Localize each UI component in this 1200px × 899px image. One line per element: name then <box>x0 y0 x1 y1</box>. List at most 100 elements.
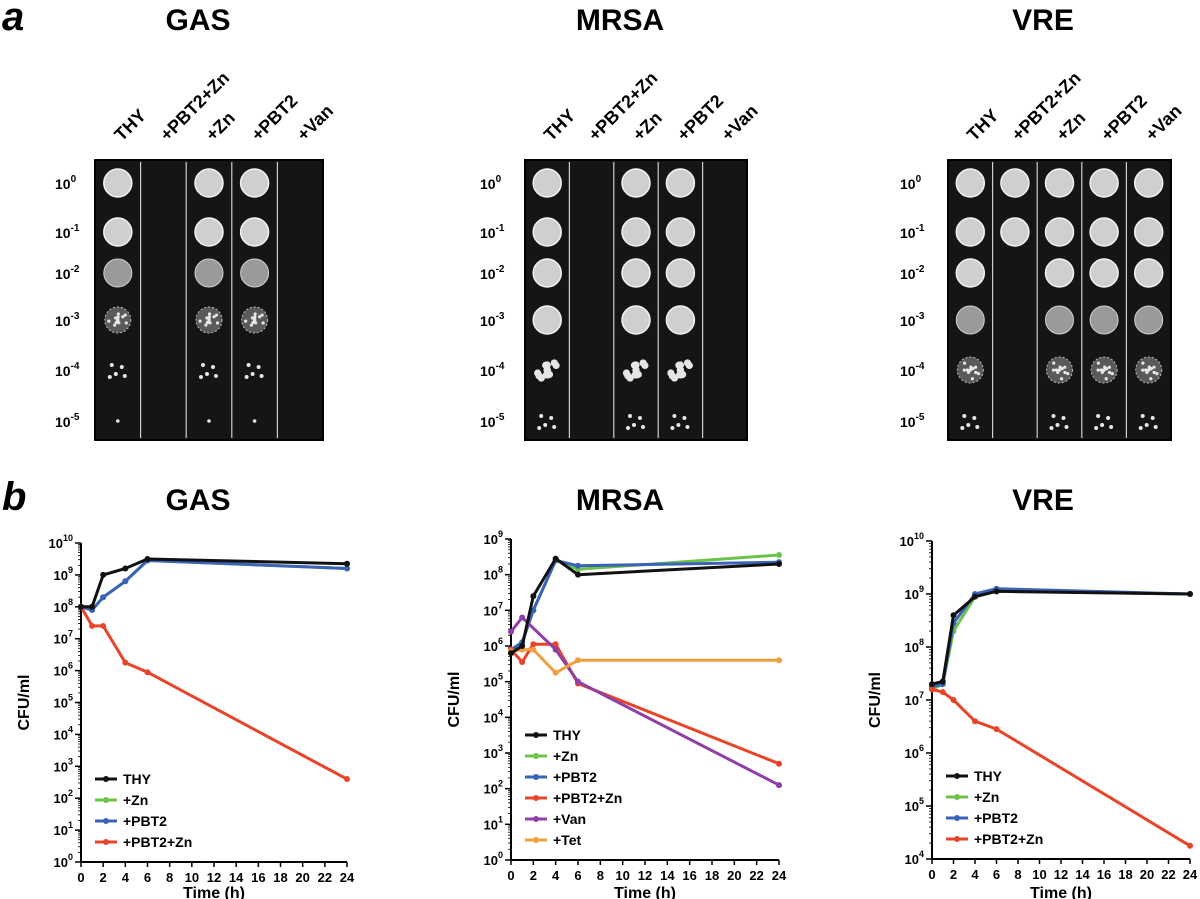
y-tick-label-base: 10 <box>900 534 914 549</box>
column-label: +PBT2 <box>673 91 727 145</box>
dilution-label: 100 <box>55 174 77 192</box>
colony-dot <box>543 423 548 427</box>
legend-label: +Zn <box>974 789 999 805</box>
legend-label: +Zn <box>123 792 148 808</box>
legend-marker <box>954 794 960 800</box>
y-tick-label: 109 <box>484 529 503 547</box>
dilution-label-exp: -2 <box>916 264 925 275</box>
data-point <box>993 588 1000 595</box>
y-tick-label-base: 10 <box>905 799 919 814</box>
data-point <box>552 555 559 562</box>
dilution-label-exp: -1 <box>71 223 80 234</box>
colony-spot <box>194 217 224 247</box>
colony-dot <box>1051 368 1056 372</box>
colony-dot <box>244 319 248 323</box>
y-tick-label-exp: 10 <box>914 531 924 541</box>
colony-dot <box>1152 370 1156 375</box>
colony-dot <box>114 316 118 320</box>
colony-spot <box>194 168 224 198</box>
y-tick-label: 103 <box>484 743 503 761</box>
legend-marker <box>533 837 539 843</box>
colony-dot <box>1140 414 1145 418</box>
dilution-label: 10-2 <box>480 264 505 282</box>
legend-label: +PBT2+Zn <box>123 834 192 850</box>
dilution-label: 10-2 <box>55 264 80 282</box>
colony-dot <box>205 320 209 325</box>
data-point <box>89 622 96 629</box>
colony-dot <box>258 315 262 319</box>
series-thy <box>508 555 782 657</box>
y-tick-label-base: 10 <box>484 710 498 725</box>
legend-label: THY <box>553 727 582 743</box>
dilution-label-base: 10 <box>900 176 916 192</box>
colony-dot <box>116 318 120 322</box>
colony-dot <box>1153 425 1158 429</box>
y-tick-label-exp: 6 <box>68 661 73 671</box>
data-point <box>519 643 526 649</box>
colony-dot <box>260 313 264 317</box>
y-tick-label: 107 <box>905 690 924 708</box>
legend-marker <box>533 795 539 801</box>
legend-label: +PBT2 <box>974 810 1018 826</box>
legend-label: +PBT2 <box>553 769 597 785</box>
y-tick-label-base: 10 <box>54 632 68 647</box>
data-point <box>776 552 782 559</box>
y-tick-label-base: 10 <box>54 664 68 679</box>
y-tick-label-base: 10 <box>49 536 63 551</box>
x-axis-label: Time (h) <box>1030 885 1092 899</box>
colony-dot <box>537 426 542 430</box>
y-tick-label-base: 10 <box>905 693 919 708</box>
x-tick-label: 24 <box>772 868 787 883</box>
y-tick-label-base: 10 <box>54 696 68 711</box>
colony-spot <box>239 168 270 198</box>
data-point <box>552 646 559 653</box>
column-label: +Zn <box>202 108 239 145</box>
y-tick-label: 101 <box>54 820 73 838</box>
colony-dot <box>962 361 967 365</box>
data-point <box>344 565 350 572</box>
colony-dot <box>251 320 255 325</box>
data-point <box>950 612 957 619</box>
y-tick-label: 109 <box>905 584 924 602</box>
colony-spot <box>1000 217 1030 247</box>
colony-dot <box>1141 361 1145 365</box>
data-point <box>144 555 151 562</box>
column-label: THY <box>540 105 580 145</box>
y-axis-label: CFU/ml <box>867 672 884 728</box>
y-tick-label: 107 <box>484 600 503 618</box>
data-point <box>552 641 559 648</box>
colony-dot <box>670 426 675 430</box>
data-point <box>519 659 526 666</box>
data-point <box>776 560 782 567</box>
colony-dot <box>638 416 642 420</box>
colony-dot <box>207 315 211 319</box>
data-point <box>519 614 526 621</box>
dilution-label-base: 10 <box>55 363 71 379</box>
colony-dot <box>672 414 677 418</box>
y-tick-label-exp: 8 <box>68 597 73 607</box>
y-tick-label-exp: 9 <box>498 529 503 539</box>
data-point <box>144 669 151 676</box>
colony-dot <box>109 363 114 367</box>
colony-dot <box>1100 370 1104 374</box>
colony-spot <box>103 258 133 288</box>
legend-label: +PBT2+Zn <box>553 790 622 806</box>
colony-spot <box>240 258 270 288</box>
y-tick-label-exp: 4 <box>919 849 924 859</box>
y-tick-label: 109 <box>54 565 73 583</box>
dilution-label: 10-4 <box>480 361 505 379</box>
colony-spot <box>1044 217 1075 247</box>
colony-dot <box>214 374 218 378</box>
colony-spot <box>1089 305 1119 335</box>
data-point <box>929 686 935 693</box>
data-point <box>1187 842 1193 849</box>
colony-dot <box>107 319 111 323</box>
y-tick-label-base: 10 <box>484 746 498 761</box>
colony-dot <box>549 416 554 420</box>
colony-dot <box>1107 365 1112 369</box>
y-tick-label-base: 10 <box>54 791 68 806</box>
colony-dot <box>1106 416 1111 420</box>
chart-title: MRSA <box>576 484 664 517</box>
dilution-label-exp: -3 <box>496 311 505 322</box>
